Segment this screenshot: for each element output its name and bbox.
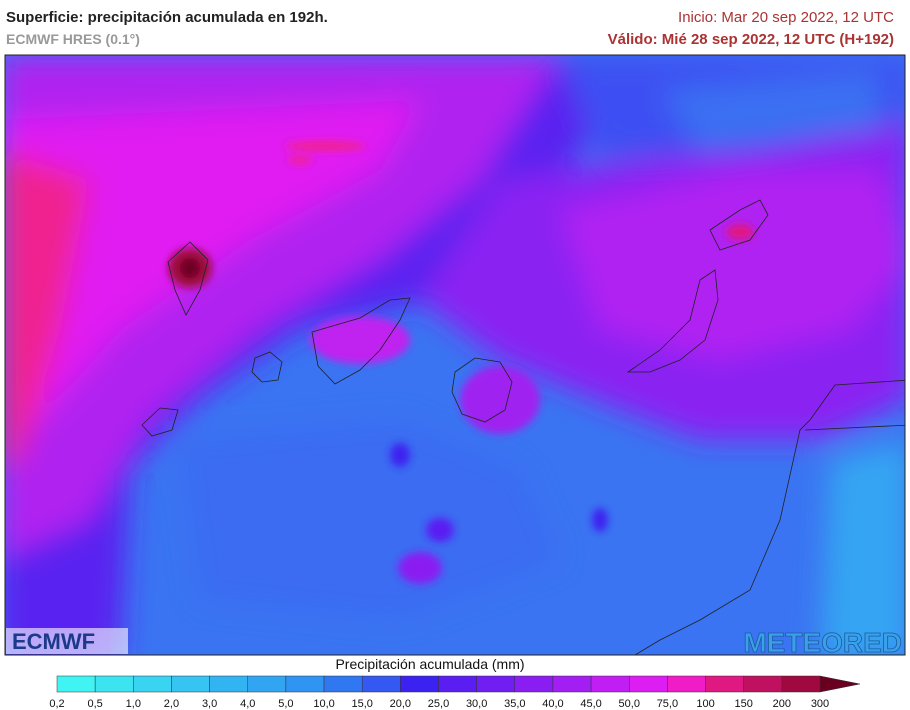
colorbar-tick-label: 25,0 (428, 698, 449, 710)
colorbar-segment (476, 675, 516, 693)
ecmwf-logo: ECMWF (12, 629, 95, 654)
colorbar-tick-label: 10,0 (313, 698, 334, 710)
coastlines (141, 199, 905, 655)
colorbar-tick-label: 100 (696, 698, 714, 710)
colorbar-tick-label: 1,0 (126, 698, 141, 710)
colorbar-segment (514, 675, 554, 693)
colorbar-tick-label: 150 (735, 698, 753, 710)
colorbar-segment (552, 675, 592, 693)
colorbar-tick-label: 30,0 (466, 698, 487, 710)
colorbar: 0,2 0,5 1,0 2,0 3,0 4,0 5,0 10,0 15,0 20,0 25,0 30,… (49, 675, 861, 710)
colorbar-tick-label: 200 (773, 698, 791, 710)
colorbar-arrow (819, 675, 861, 693)
colorbar-segment (629, 675, 668, 693)
colorbar-segment (133, 675, 172, 693)
colorbar-tick-label: 45,0 (580, 698, 601, 710)
colorbar-segment (94, 675, 134, 693)
init-time: Inicio: Mar 20 sep 2022, 12 UTC (678, 9, 894, 26)
colorbar-tick-label: 35,0 (504, 698, 525, 710)
meteored-logo: METEORED (743, 627, 902, 658)
colorbar-segment (247, 675, 287, 693)
colorbar-segment (56, 675, 96, 693)
model: ECMWF HRES (0.1°) (6, 31, 140, 47)
ecmwf-logo-bg (6, 628, 128, 654)
colorbar-segment (400, 675, 439, 693)
colorbar-segment (323, 675, 363, 693)
valid-time: Válido: Mié 28 sep 2022, 12 UTC (H+192) (607, 31, 894, 48)
colorbar-tick-label: 40,0 (542, 698, 563, 710)
map-frame (4, 54, 906, 656)
colorbar-tick-label: 2,0 (164, 698, 179, 710)
colorbar-tick-label: 3,0 (202, 698, 217, 710)
colorbar-segment (743, 675, 783, 693)
colorbar-segment (438, 675, 477, 693)
colorbar-segment (781, 675, 821, 693)
colorbar-tick-label: 4,0 (240, 698, 255, 710)
colorbar-tick-label: 50,0 (619, 698, 640, 710)
colorbar-tick-label: 0,5 (88, 698, 103, 710)
colorbar-segment (590, 675, 630, 693)
colorbar-tick-label: 15,0 (351, 698, 372, 710)
title: Superficie: precipitación acumulada en 1… (6, 9, 328, 26)
colorbar-segment (209, 675, 249, 693)
colorbar-tick-label: 20,0 (390, 698, 411, 710)
colorbar-segment (361, 675, 401, 693)
colorbar-tick-label: 75,0 (657, 698, 678, 710)
colorbar-tick-label: 5,0 (278, 698, 293, 710)
colorbar-segment (171, 675, 210, 693)
colorbar-segment (705, 675, 744, 693)
legend-title: Precipitación acumulada (mm) (335, 656, 524, 672)
colorbar-segment (667, 675, 706, 693)
colorbar-tick-label: 300 (811, 698, 829, 710)
colorbar-segment (285, 675, 325, 693)
precip-map (5, 55, 905, 655)
colorbar-tick-label: 0,2 (49, 698, 64, 710)
